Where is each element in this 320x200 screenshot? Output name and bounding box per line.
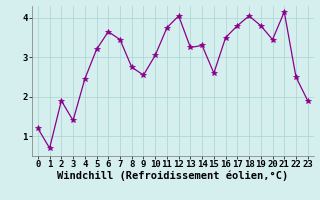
X-axis label: Windchill (Refroidissement éolien,°C): Windchill (Refroidissement éolien,°C) bbox=[57, 171, 288, 181]
